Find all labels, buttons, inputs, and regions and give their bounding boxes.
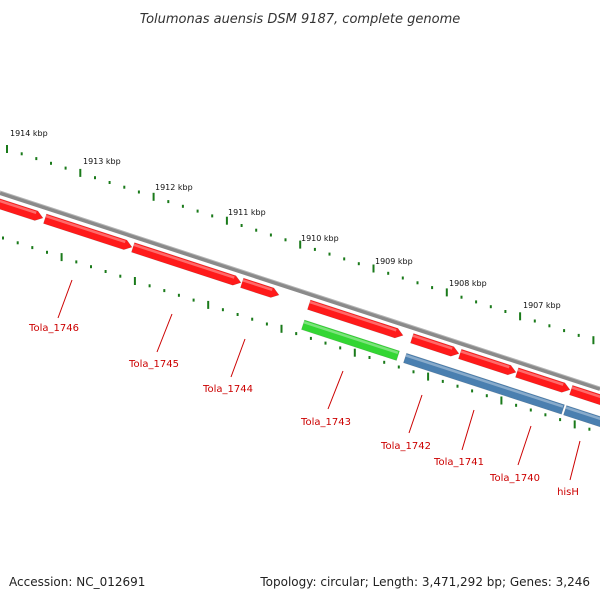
genome-backbone (0, 191, 600, 391)
kbp-tick-label: 1908 kbp (449, 279, 487, 288)
gene-body (131, 242, 242, 286)
gene-highlight (460, 350, 510, 369)
leader-line (57, 279, 73, 319)
gene-body (515, 367, 571, 393)
gene-highlight (0, 198, 37, 215)
gene-Tola_1741[interactable] (458, 348, 517, 377)
gene-label[interactable]: Tola_1740 (489, 473, 540, 484)
kbp-tick-label: 1913 kbp (83, 157, 121, 166)
leader-line (569, 440, 581, 481)
gene-Tola_1744[interactable] (240, 277, 280, 300)
genome-summary-text: Topology: circular; Length: 3,471,292 bp… (259, 575, 590, 589)
gene-label[interactable]: Tola_1745 (128, 359, 179, 370)
gene-label[interactable]: hisH (557, 487, 579, 498)
gene-highlight (517, 368, 564, 386)
leader-line (461, 409, 475, 451)
gene-label[interactable]: Tola_1744 (202, 384, 253, 395)
gene-body (301, 319, 400, 361)
kbp-tick-labels: 1914 kbp 1913 kbp 1912 kbp 1911 kbp 1910 kbp… (10, 129, 561, 310)
gene-label-leaders (57, 279, 581, 481)
gene-label[interactable]: Tola_1746 (28, 323, 79, 334)
outer-tick-ruler (6, 145, 595, 345)
gene-body (563, 405, 600, 431)
accession-text: Accession: NC_012691 (9, 575, 145, 589)
kbp-tick-label: 1907 kbp (523, 301, 561, 310)
gene-body (307, 299, 404, 339)
leader-line (156, 313, 173, 353)
gene-operon-11[interactable] (563, 405, 600, 431)
gene-body (0, 196, 44, 221)
gene-label[interactable]: Tola_1742 (380, 441, 431, 452)
kbp-tick-label: 1911 kbp (228, 208, 266, 217)
gene-rrna-5[interactable] (301, 319, 400, 361)
gene-highlight (133, 243, 235, 279)
gene-highlight (412, 334, 453, 350)
gene-Tola_1743[interactable] (307, 299, 404, 340)
gene-highlight (45, 214, 126, 244)
gene-highlight (309, 300, 397, 332)
gene-label[interactable]: Tola_1743 (300, 417, 351, 428)
gene-highlight (565, 406, 600, 424)
gene-body (43, 213, 133, 250)
leader-line (408, 394, 423, 434)
gene-body (240, 277, 280, 298)
leader-line (230, 338, 246, 378)
gene-labels: Tola_1746 Tola_1745 Tola_1744 Tola_1743 Tola… (28, 323, 579, 498)
inner-tick-ruler (2, 236, 591, 431)
gene-cds-0[interactable] (0, 196, 45, 222)
gene-Tola_1742[interactable] (410, 333, 460, 359)
gene-label[interactable]: Tola_1741 (433, 457, 484, 468)
gene-highlight (405, 354, 564, 408)
gene-body (410, 333, 460, 357)
gene-track (0, 196, 600, 431)
gene-highlight (242, 279, 273, 292)
map-title: Tolumonas auensis DSM 9187, complete gen… (140, 12, 461, 27)
kbp-tick-label: 1910 kbp (301, 234, 339, 243)
gene-Tola_1745[interactable] (131, 242, 242, 288)
leader-line (327, 370, 344, 410)
gene-body (569, 384, 600, 407)
gene-Tola_1740[interactable] (515, 367, 571, 395)
gene-hisH[interactable] (569, 384, 600, 408)
gene-highlight (303, 320, 399, 355)
kbp-tick-label: 1909 kbp (375, 257, 413, 266)
genome-backbone-highlight (0, 190, 600, 388)
gene-operon-10[interactable] (403, 352, 565, 415)
gene-Tola_1746[interactable] (43, 213, 133, 252)
kbp-tick-label: 1912 kbp (155, 183, 193, 192)
leader-line (517, 425, 532, 466)
kbp-tick-label: 1914 kbp (10, 129, 48, 138)
gene-body (403, 352, 565, 415)
gene-body (458, 348, 517, 376)
gene-highlight (571, 386, 600, 400)
